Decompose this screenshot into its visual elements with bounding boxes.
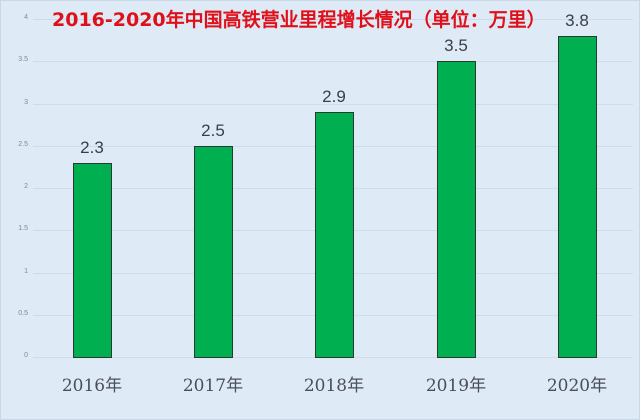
x-tick-label: 2019年 [425,376,487,396]
x-tick-label: 2020年 [546,376,608,396]
gridline [33,61,633,62]
y-tick-label: 2.5 [18,141,28,148]
y-tick-label: 1.5 [18,225,28,232]
gridline [33,104,633,105]
x-tick-label: 2017年 [182,376,244,396]
y-tick-label: 0.5 [18,310,28,317]
data-label: 3.5 [444,36,468,55]
y-tick-label: 2 [24,183,28,190]
bar-2020 [557,36,597,358]
y-tick-label: 1 [24,268,28,275]
y-tick-label: 0 [24,352,28,359]
data-label: 2.9 [322,87,346,106]
y-tick-label: 4 [24,14,28,21]
bar-2019 [436,61,476,358]
gridline [33,19,633,20]
y-tick-label: 3.5 [18,56,28,63]
chart-title: 2016-2020年中国高铁营业里程增长情况（单位：万里） [52,9,546,31]
y-tick-label: 3 [24,99,28,106]
bar-2018 [314,112,354,358]
bar-2017 [193,146,233,358]
data-label: 2.3 [80,138,104,157]
data-label: 2.5 [201,121,225,140]
data-label: 3.8 [565,11,589,30]
x-tick-label: 2016年 [61,376,123,396]
bar-2016 [72,163,112,358]
x-tick-label: 2018年 [303,376,365,396]
